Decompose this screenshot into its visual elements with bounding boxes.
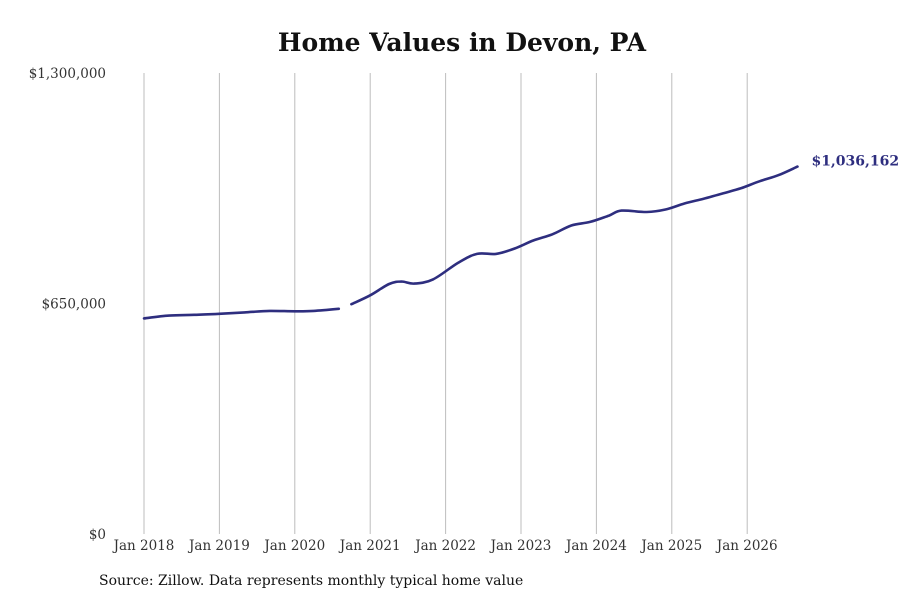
x-tick-label: Jan 2026 — [715, 538, 778, 554]
y-tick-label: $650,000 — [42, 297, 106, 313]
y-axis-tick-labels: $0 $650,000 $1,300,000 — [29, 66, 106, 543]
x-tick-label: Jan 2022 — [413, 538, 476, 554]
y-tick-label: $0 — [89, 527, 106, 543]
x-tick-label: Jan 2024 — [564, 538, 627, 554]
y-tick-label: $1,300,000 — [29, 66, 106, 82]
series-line-segment-1 — [350, 165, 799, 306]
x-tick-label: Jan 2021 — [338, 538, 401, 554]
end-value-label: $1,036,162 — [811, 154, 899, 170]
source-note: Source: Zillow. Data represents monthly … — [99, 573, 524, 589]
x-tick-label: Jan 2019 — [187, 538, 250, 554]
x-tick-label: Jan 2025 — [639, 538, 702, 554]
series-line-segment-0 — [142, 307, 341, 320]
x-axis-tick-labels: Jan 2018 Jan 2019 Jan 2020 Jan 2021 Jan 2022… — [112, 538, 778, 554]
x-tick-label: Jan 2020 — [262, 538, 325, 554]
home-value-series — [142, 165, 799, 320]
vertical-gridlines — [143, 73, 748, 534]
x-tick-label: Jan 2018 — [112, 538, 175, 554]
chart-title: Home Values in Devon, PA — [277, 28, 647, 57]
x-tick-label: Jan 2023 — [489, 538, 552, 554]
